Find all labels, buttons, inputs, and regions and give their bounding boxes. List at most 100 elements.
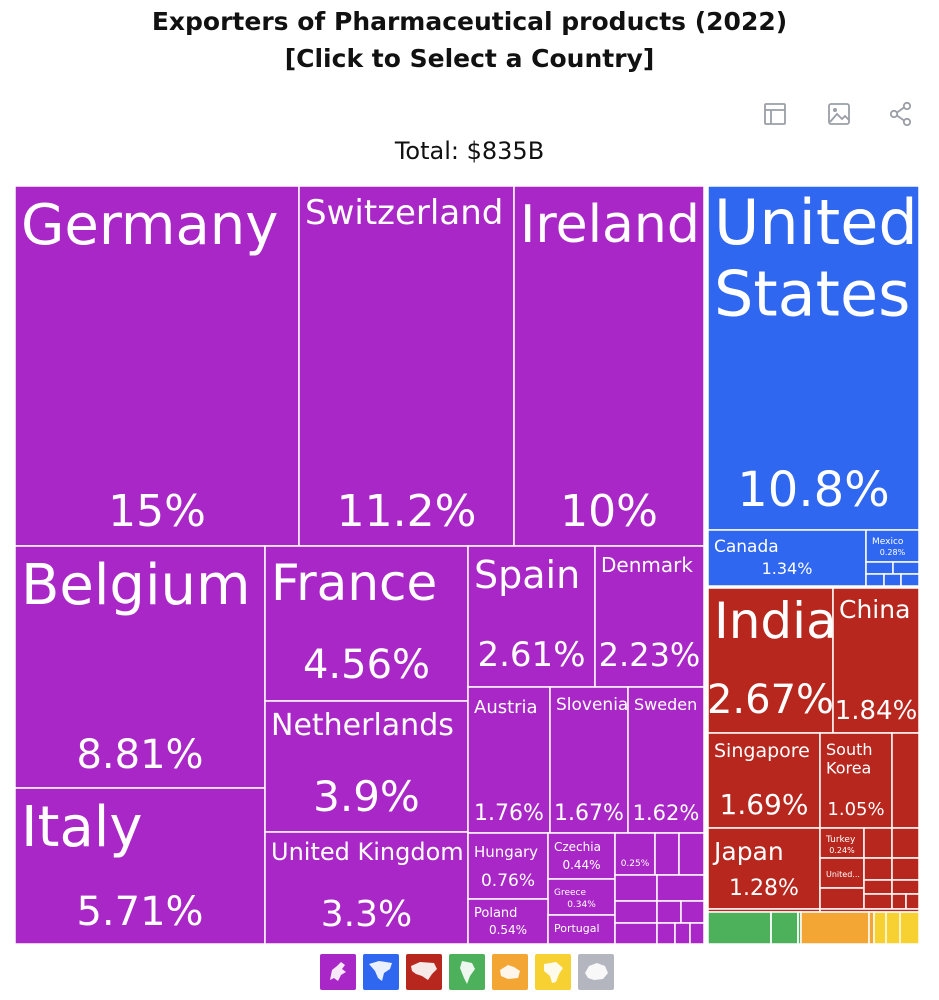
- treemap-cell-small-5[interactable]: [656, 900, 682, 924]
- treemap-value-canada: 1.34%: [762, 559, 813, 578]
- download-image-button[interactable]: [823, 98, 855, 130]
- treemap-cell-small-20[interactable]: [891, 857, 920, 881]
- treemap-name-south-korea-0: South: [826, 740, 873, 759]
- treemap-value-united-kingdom: 3.3%: [321, 894, 412, 935]
- treemap-value-germany: 15%: [108, 486, 206, 537]
- treemap-cell-small-23[interactable]: [891, 879, 920, 895]
- treemap-cell-small-14[interactable]: [883, 573, 902, 587]
- treemap-value-hungary: 0.76%: [481, 871, 535, 891]
- antarctica-button[interactable]: [578, 954, 614, 990]
- treemap-cell-canada[interactable]: [707, 529, 867, 587]
- treemap-cell-netherlands[interactable]: [264, 700, 469, 833]
- treemap-cell-small-24[interactable]: [863, 893, 893, 910]
- treemap-cell-small-9[interactable]: [674, 922, 691, 945]
- treemap-value-china: 1.84%: [835, 696, 918, 726]
- asia-icon: [411, 962, 437, 980]
- chart-subtitle: [Click to Select a Country]: [284, 44, 655, 73]
- treemap-cell-italy[interactable]: [14, 787, 266, 945]
- treemap-value-unlabeled-18: 0.25%: [621, 859, 650, 869]
- treemap-cell-portugal[interactable]: [547, 914, 616, 945]
- treemap-name-hungary: Hungary: [474, 843, 538, 861]
- treemap-name-united: United...: [826, 870, 860, 879]
- treemap-cell-small-7[interactable]: [614, 922, 658, 945]
- treemap-cell-small-16[interactable]: [891, 732, 920, 829]
- treemap-name-poland: Poland: [474, 906, 517, 921]
- treemap-cell-denmark[interactable]: [594, 545, 705, 688]
- africa-button[interactable]: [535, 954, 571, 990]
- treemap-cell-small-10[interactable]: [689, 922, 705, 945]
- treemap-value-india: 2.67%: [707, 677, 834, 723]
- treemap-name-china: China: [839, 595, 910, 624]
- treemap-name-south-korea-1: Korea: [826, 758, 871, 777]
- treemap-name-mexico: Mexico: [872, 537, 904, 547]
- north-america-icon: [369, 961, 392, 981]
- north-america-button[interactable]: [363, 954, 399, 990]
- treemap-name-turkey: Turkey: [825, 835, 856, 845]
- oceania-button[interactable]: [492, 954, 528, 990]
- treemap-cell-small-25[interactable]: [891, 893, 907, 910]
- treemap-cell-small-1[interactable]: [678, 832, 705, 876]
- treemap-cell-small-0[interactable]: [654, 832, 680, 876]
- treemap-value-spain: 2.61%: [477, 635, 585, 675]
- share-button[interactable]: [885, 98, 917, 130]
- treemap-cell-small-21[interactable]: [819, 887, 865, 910]
- treemap-name-netherlands: Netherlands: [271, 708, 454, 743]
- table-view-button[interactable]: [759, 98, 791, 130]
- treemap-cell-small-34[interactable]: [873, 911, 920, 945]
- south-america-button[interactable]: [449, 954, 485, 990]
- treemap-cell-small-15[interactable]: [900, 573, 920, 587]
- treemap-value-italy: 5.71%: [76, 889, 203, 935]
- treemap-cell-hungary[interactable]: [467, 832, 549, 900]
- treemap-value-south-korea: 1.05%: [827, 799, 884, 820]
- treemap-cell-austria[interactable]: [467, 686, 551, 834]
- treemap-cell-small-2[interactable]: [614, 874, 658, 902]
- asia-button[interactable]: [406, 954, 442, 990]
- image-icon: [828, 103, 850, 125]
- treemap-name-japan: Japan: [712, 837, 784, 866]
- treemap-value-singapore: 1.69%: [720, 788, 809, 821]
- treemap-cell-switzerland[interactable]: [298, 185, 515, 547]
- treemap-cell-small-6[interactable]: [680, 900, 705, 924]
- treemap-cell-small-13[interactable]: [865, 573, 885, 587]
- treemap-value-slovenia: 1.67%: [554, 801, 624, 826]
- treemap-name-greece: Greece: [554, 888, 586, 898]
- treemap-cell-china[interactable]: [832, 587, 920, 734]
- treemap-name-india: India: [714, 592, 837, 650]
- treemap-cell-small-29[interactable]: [707, 911, 772, 945]
- treemap-value-denmark: 2.23%: [599, 636, 701, 674]
- treemap-name-united-states-1: States: [714, 257, 910, 330]
- treemap-cell-singapore[interactable]: [707, 732, 821, 829]
- treemap-cell-mexico[interactable]: [865, 529, 920, 563]
- treemap-cell-germany[interactable]: [14, 185, 300, 547]
- treemap-cell-greece[interactable]: [547, 878, 616, 916]
- share-icon: [889, 101, 912, 127]
- treemap-cell-small-17[interactable]: [863, 827, 893, 859]
- treemap-cell-sweden[interactable]: [627, 686, 705, 834]
- treemap-cell-small-3[interactable]: [656, 874, 705, 902]
- treemap-cell-india[interactable]: [707, 587, 834, 734]
- treemap-cell-small-8[interactable]: [656, 922, 676, 945]
- treemap-cell-small-26[interactable]: [905, 893, 920, 910]
- treemap-cell-slovenia[interactable]: [549, 686, 629, 834]
- treemap-cell-small-30[interactable]: [770, 911, 799, 945]
- treemap-cell-small-11[interactable]: [865, 561, 894, 575]
- treemap-cell-united-states[interactable]: [707, 185, 920, 531]
- treemap-value-sweden: 1.62%: [633, 801, 700, 825]
- europe-button[interactable]: [320, 954, 356, 990]
- treemap-cell-south-korea[interactable]: [819, 732, 893, 829]
- treemap-cell-spain[interactable]: [467, 545, 596, 688]
- treemap-cell-small-12[interactable]: [892, 561, 920, 575]
- treemap-cell-poland[interactable]: [467, 898, 549, 945]
- treemap-cell-ireland[interactable]: [513, 185, 705, 547]
- treemap-cell-czechia[interactable]: [547, 832, 616, 880]
- treemap-name-belgium: Belgium: [21, 553, 251, 618]
- treemap-cell-small-32[interactable]: [800, 911, 870, 945]
- treemap-cell-small-22[interactable]: [863, 879, 893, 895]
- treemap-cell-small-4[interactable]: [614, 900, 658, 924]
- treemap-cell-small-18[interactable]: [891, 827, 920, 859]
- treemap-cell-france[interactable]: [264, 545, 469, 702]
- treemap-name-canada: Canada: [714, 537, 779, 557]
- treemap-cell-small-19[interactable]: [863, 857, 893, 881]
- treemap-name-united-kingdom: United Kingdom: [271, 838, 464, 866]
